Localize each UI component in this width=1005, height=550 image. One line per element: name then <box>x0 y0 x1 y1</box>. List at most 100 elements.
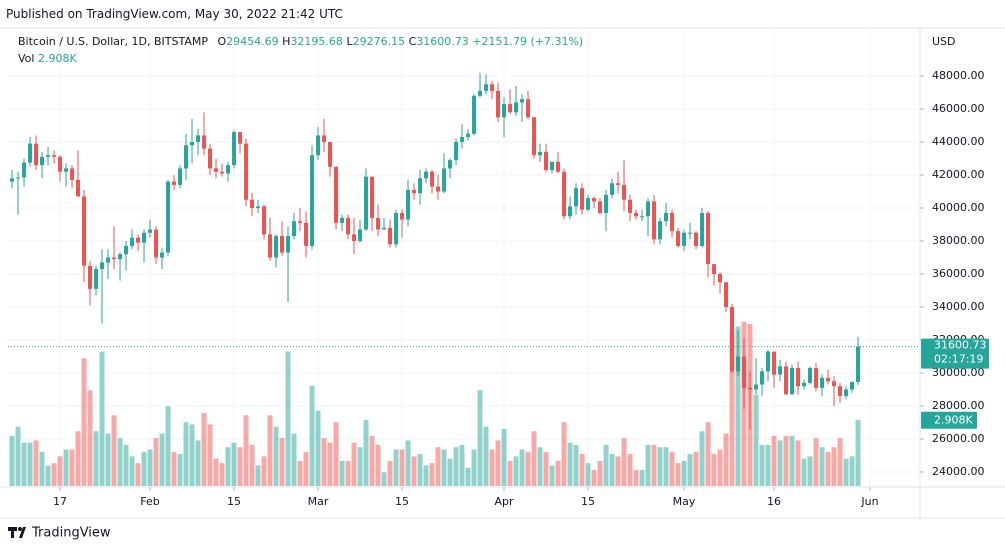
volume-bar <box>273 426 279 486</box>
volume-bar <box>141 451 147 486</box>
candle-body <box>340 217 345 223</box>
candle-body <box>100 262 105 270</box>
candle-body <box>130 237 135 246</box>
volume-bar <box>507 460 513 486</box>
volume-bar <box>417 454 423 486</box>
candle-body <box>388 227 393 245</box>
candle-body <box>544 151 549 171</box>
candle-body <box>184 145 189 169</box>
candle-body <box>538 151 543 156</box>
volume-bar <box>693 451 699 486</box>
candle-body <box>508 104 513 113</box>
symbol: Bitcoin / U.S. Dollar, 1D, BITSTAMP <box>18 35 208 48</box>
volume-bar <box>609 454 615 486</box>
candle-body <box>694 232 699 246</box>
volume-bar <box>189 424 195 486</box>
volume-bar <box>783 435 789 486</box>
volume-bar <box>435 447 441 486</box>
volume-bar <box>183 422 189 486</box>
volume-bar <box>669 451 675 486</box>
volume-bar <box>813 438 819 486</box>
volume-bar <box>303 451 309 486</box>
volume-bar <box>309 385 315 486</box>
candle-body <box>772 351 777 375</box>
volume-bar <box>831 447 837 486</box>
candle-body <box>790 368 795 395</box>
volume-bar <box>819 447 825 486</box>
candle-body <box>346 217 351 235</box>
volume-title: Vol <box>18 52 35 65</box>
candle-body <box>820 377 825 388</box>
volume-bar <box>93 431 99 486</box>
volume-bar <box>267 415 273 486</box>
candle-body <box>808 368 813 383</box>
candle-body <box>256 206 261 209</box>
volume-bar <box>855 419 861 486</box>
volume-bar <box>387 460 393 486</box>
volume-bar <box>711 454 717 486</box>
volume-bar <box>345 460 351 486</box>
legend: Bitcoin / U.S. Dollar, 1D, BITSTAMP O294… <box>18 35 583 48</box>
candle-body <box>136 237 141 243</box>
y-tick-label: 36000.00 <box>932 267 985 280</box>
candle-body <box>70 168 75 180</box>
candle-body <box>610 183 615 195</box>
candle-body <box>604 194 609 213</box>
candle-body <box>496 90 501 118</box>
volume-bar <box>771 435 777 486</box>
volume-bar <box>9 435 15 486</box>
volume-bar <box>675 463 681 486</box>
candle-body <box>502 104 507 118</box>
volume-bar <box>651 444 657 486</box>
volume-bar <box>165 406 171 486</box>
candle-body <box>112 257 117 260</box>
candle-body <box>466 133 471 138</box>
candle-body <box>322 135 327 143</box>
volume-bar <box>69 449 75 486</box>
volume-bar <box>585 463 591 486</box>
candle-body <box>856 346 861 382</box>
candle-body <box>730 306 735 372</box>
x-tick-label: Apr <box>495 495 515 508</box>
candle-body <box>676 231 681 246</box>
x-tick-label: 15 <box>581 495 595 508</box>
candle-body <box>214 168 219 172</box>
volume-legend: Vol 2.908K <box>18 52 77 65</box>
volume-bar <box>57 456 63 486</box>
candle-body <box>568 206 573 217</box>
volume-bar <box>477 390 483 486</box>
volume-bar <box>339 460 345 486</box>
volume-bar <box>567 442 573 486</box>
candle-body <box>202 135 207 149</box>
volume-bar <box>297 460 303 486</box>
volume-bar <box>213 458 219 486</box>
legend-open: 29454.69 <box>226 35 279 48</box>
candle-body <box>172 181 177 185</box>
candle-body <box>46 155 51 157</box>
volume-bar <box>825 451 831 486</box>
y-tick-label: 30000.00 <box>932 366 985 379</box>
candle-body <box>190 142 195 146</box>
volume-bar <box>777 440 783 486</box>
volume-bar <box>135 463 141 486</box>
candle-body <box>736 356 741 372</box>
candle-body <box>592 198 597 202</box>
volume-bar <box>219 463 225 486</box>
volume-bar <box>837 438 843 486</box>
legend-key: H <box>282 35 291 48</box>
candle-body <box>430 171 435 187</box>
volume-bar <box>459 444 465 486</box>
candle-body <box>436 186 441 192</box>
candle-body <box>148 229 153 233</box>
volume-bar <box>441 449 447 486</box>
legend-key: C <box>408 35 417 48</box>
y-tick-label: 24000.00 <box>932 465 985 478</box>
candle-body <box>250 199 255 209</box>
footer-brand: TradingView <box>31 526 111 541</box>
volume-bar <box>147 449 153 486</box>
candle-body <box>364 176 369 230</box>
volume-bar <box>291 433 297 486</box>
candle-body <box>460 137 465 143</box>
volume-bar <box>129 456 135 486</box>
volume-bar <box>483 426 489 486</box>
